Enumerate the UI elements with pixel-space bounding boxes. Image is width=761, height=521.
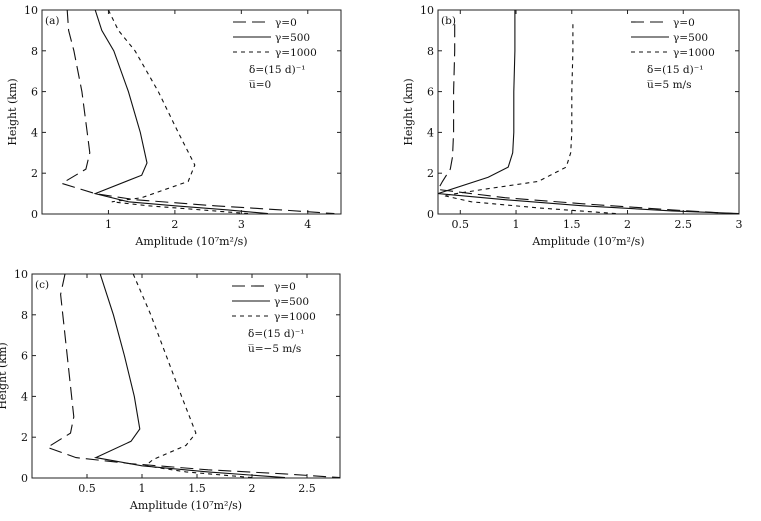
plot-frame	[41, 9, 342, 215]
legend-label: γ=1000	[274, 311, 316, 323]
legend-param: u̅=0	[249, 79, 272, 91]
y-tick-label: 2	[21, 431, 28, 444]
x-tick-label: 3	[238, 218, 245, 231]
x-tick-label: 3	[736, 218, 743, 231]
legend-label: γ=500	[275, 32, 310, 44]
series-line-gamma-500	[438, 10, 739, 214]
x-tick-label: 2	[171, 218, 178, 231]
y-tick-label: 10	[14, 268, 28, 281]
y-axis-title: Height (km)	[402, 78, 415, 145]
legend-param: u̅=−5 m/s	[248, 343, 302, 355]
y-axis-title: Height (km)	[6, 78, 19, 145]
series-line-gamma-0	[438, 24, 734, 214]
legend-label: γ=0	[673, 17, 695, 29]
y-tick-label: 2	[31, 167, 38, 180]
panel-tag: (c)	[35, 279, 49, 291]
series-line-gamma-1000	[107, 10, 249, 214]
x-tick-label: 1	[105, 218, 112, 231]
legend-label: γ=1000	[673, 47, 715, 59]
y-tick-label: 10	[420, 4, 434, 17]
y-tick-label: 0	[427, 208, 434, 221]
panel-tag: (b)	[441, 15, 456, 27]
y-tick-label: 4	[21, 390, 28, 403]
legend-label: γ=500	[274, 296, 309, 308]
legend-label: γ=0	[274, 281, 296, 293]
legend-param: δ=(15 d)⁻¹	[248, 328, 304, 340]
panel-tag: (a)	[45, 15, 59, 27]
legend-label: γ=0	[275, 17, 297, 29]
y-tick-label: 4	[427, 126, 434, 139]
series-line-gamma-500	[93, 274, 286, 478]
y-tick-label: 8	[21, 309, 28, 322]
series-line-gamma-0	[60, 10, 335, 214]
y-tick-label: 8	[31, 45, 38, 58]
x-axis-title: Amplitude (10⁷m²/s)	[531, 235, 644, 248]
x-tick-label: 2.5	[675, 218, 693, 231]
x-tick-label: 4	[304, 218, 311, 231]
x-tick-label: 2	[249, 482, 256, 495]
x-tick-label: 1	[139, 482, 146, 495]
x-tick-label: 0.5	[452, 218, 470, 231]
x-tick-label: 0.5	[78, 482, 96, 495]
x-tick-label: 1.5	[188, 482, 206, 495]
y-tick-label: 0	[21, 472, 28, 485]
plot-frame	[437, 9, 740, 215]
y-tick-label: 2	[427, 167, 434, 180]
y-tick-label: 0	[31, 208, 38, 221]
x-tick-label: 1.5	[563, 218, 581, 231]
series-line-gamma-1000	[443, 24, 617, 214]
plot-frame	[31, 273, 341, 479]
legend-label: γ=500	[673, 32, 708, 44]
y-tick-label: 8	[427, 45, 434, 58]
y-axis-title: Height (km)	[0, 342, 9, 409]
series-line-gamma-500	[93, 10, 268, 214]
x-tick-label: 2	[624, 218, 631, 231]
legend-param: δ=(15 d)⁻¹	[647, 64, 703, 76]
y-tick-label: 10	[24, 4, 38, 17]
x-axis-title: Amplitude (10⁷m²/s)	[134, 235, 247, 248]
y-tick-label: 6	[427, 86, 434, 99]
series-line-gamma-1000	[132, 274, 253, 478]
legend-param: u̅=5 m/s	[647, 79, 692, 91]
x-tick-label: 2.5	[298, 482, 316, 495]
x-tick-label: 1	[513, 218, 520, 231]
series-line-gamma-0	[46, 274, 340, 478]
chart-panel-c: 0 2 4 6 8 10 0.5 1 1.5 2 2.5 Amplitude (10⁷m²/s) Hei…	[0, 268, 341, 512]
legend-label: γ=1000	[275, 47, 317, 59]
y-tick-label: 6	[21, 350, 28, 363]
x-axis-title: Amplitude (10⁷m²/s)	[129, 499, 242, 512]
y-tick-label: 4	[31, 126, 38, 139]
y-tick-label: 6	[31, 86, 38, 99]
chart-panel-b: 0 2 4 6 8 10 0.5 1 1.5 2 2.5 3 Amplitude (10⁷m²/s) He…	[402, 4, 743, 248]
legend-param: δ=(15 d)⁻¹	[249, 64, 305, 76]
